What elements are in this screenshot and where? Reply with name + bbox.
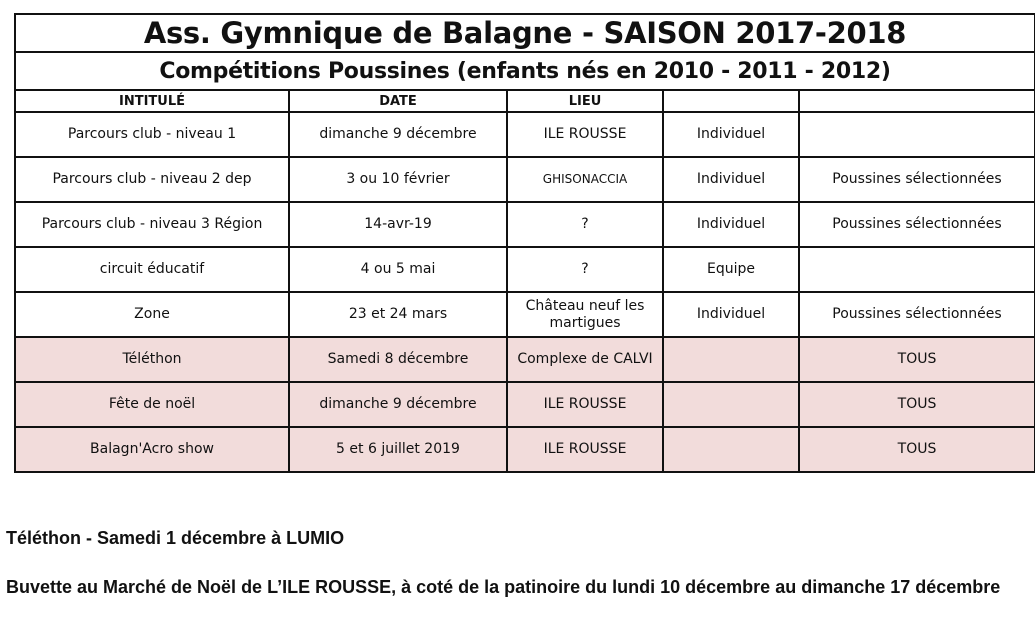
table-row: Parcours club - niveau 2 dep 3 ou 10 févr… — [14, 156, 1035, 203]
column-header-date: DATE — [288, 89, 508, 113]
table-row: Parcours club - niveau 1 dimanche 9 décem… — [14, 111, 1035, 158]
page-title: Ass. Gymnique de Balagne - SAISON 2017-2… — [14, 13, 1035, 53]
cell-intitule: Parcours club - niveau 2 dep — [14, 156, 290, 203]
column-header-type — [662, 89, 800, 113]
cell-lieu: ILE ROUSSE — [506, 111, 664, 158]
cell-type: Individuel — [662, 201, 800, 248]
cell-date: Samedi 8 décembre — [288, 336, 508, 383]
note-buvette: Buvette au Marché de Noël de L’ILE ROUSS… — [6, 577, 1001, 597]
cell-participants: Poussines sélectionnées — [798, 201, 1035, 248]
cell-participants: TOUS — [798, 336, 1035, 383]
cell-intitule: Parcours club - niveau 3 Région — [14, 201, 290, 248]
cell-participants: Poussines sélectionnées — [798, 156, 1035, 203]
cell-type: Individuel — [662, 291, 800, 338]
cell-participants: Poussines sélectionnées — [798, 291, 1035, 338]
cell-participants — [798, 111, 1035, 158]
cell-lieu: ? — [506, 246, 664, 293]
cell-participants — [798, 246, 1035, 293]
table-row: Fête de noël dimanche 9 décembre ILE ROUSS… — [14, 381, 1035, 428]
cell-participants: TOUS — [798, 381, 1035, 428]
table-header: INTITULÉ DATE LIEU — [14, 89, 1035, 113]
cell-intitule: Téléthon — [14, 336, 290, 383]
cell-type: Individuel — [662, 156, 800, 203]
cell-type: Individuel — [662, 111, 800, 158]
page-subtitle: Compétitions Poussines (enfants nés en 2… — [14, 51, 1035, 91]
column-header-intitule: INTITULÉ — [14, 89, 290, 113]
cell-lieu: ILE ROUSSE — [506, 426, 664, 473]
cell-date: dimanche 9 décembre — [288, 111, 508, 158]
note-telethon: Téléthon - Samedi 1 décembre à LUMIO — [6, 528, 345, 548]
cell-type: Equipe — [662, 246, 800, 293]
table-row: Parcours club - niveau 3 Région 14-avr-19… — [14, 201, 1035, 248]
column-header-lieu: LIEU — [506, 89, 664, 113]
cell-intitule: circuit éducatif — [14, 246, 290, 293]
cell-date: 3 ou 10 février — [288, 156, 508, 203]
column-header-participants — [798, 89, 1035, 113]
cell-intitule: Fête de noël — [14, 381, 290, 428]
cell-lieu: ? — [506, 201, 664, 248]
cell-lieu: Château neuf les martigues — [506, 291, 664, 338]
cell-intitule: Parcours club - niveau 1 — [14, 111, 290, 158]
table-row: circuit éducatif 4 ou 5 mai? Equipe — [14, 246, 1035, 293]
cell-type — [662, 381, 800, 428]
cell-intitule: Balagn'Acro show — [14, 426, 290, 473]
cell-date: 23 et 24 mars — [288, 291, 508, 338]
table-row: Balagn'Acro show 5 et 6 juillet 2019 ILE R… — [14, 426, 1035, 473]
cell-type — [662, 336, 800, 383]
table-row: Zone 23 et 24 mars Château neuf les martig… — [14, 291, 1035, 338]
cell-date: 5 et 6 juillet 2019 — [288, 426, 508, 473]
table-row: Téléthon Samedi 8 décembre Complexe de CAL… — [14, 336, 1035, 383]
cell-date: 4 ou 5 mai — [288, 246, 508, 293]
schedule-table: Ass. Gymnique de Balagne - SAISON 2017-2… — [14, 13, 1035, 473]
cell-lieu: ILE ROUSSE — [506, 381, 664, 428]
cell-lieu: Complexe de CALVI — [506, 336, 664, 383]
cell-participants: TOUS — [798, 426, 1035, 473]
cell-date: 14-avr-19 — [288, 201, 508, 248]
cell-lieu: GHISONACCIA — [506, 156, 664, 203]
cell-type — [662, 426, 800, 473]
cell-intitule: Zone — [14, 291, 290, 338]
cell-date: dimanche 9 décembre — [288, 381, 508, 428]
